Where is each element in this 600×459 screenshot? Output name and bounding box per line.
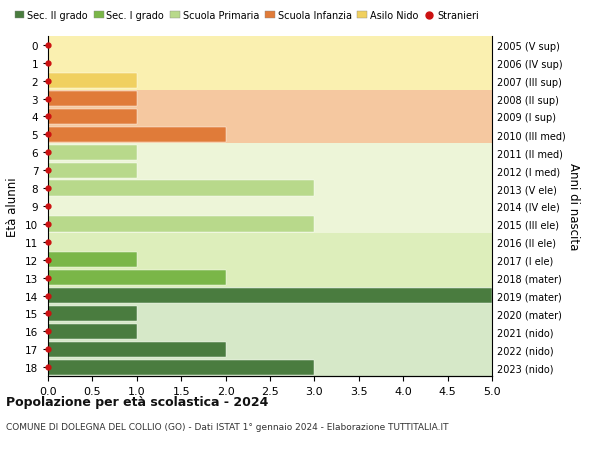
Bar [48,92,137,107]
Bar [48,341,492,358]
Bar [48,288,492,303]
Bar [48,108,492,126]
Legend: Sec. II grado, Sec. I grado, Scuola Primaria, Scuola Infanzia, Asilo Nido, Stran: Sec. II grado, Sec. I grado, Scuola Prim… [11,7,482,25]
Text: COMUNE DI DOLEGNA DEL COLLIO (GO) - Dati ISTAT 1° gennaio 2024 - Elaborazione TU: COMUNE DI DOLEGNA DEL COLLIO (GO) - Dati… [6,422,449,431]
Bar [48,251,492,269]
Bar [48,73,492,90]
Bar [48,198,492,215]
Bar [48,181,314,196]
Y-axis label: Anni di nascita: Anni di nascita [566,163,580,250]
Bar [48,252,137,268]
Bar [48,306,137,321]
Bar [48,342,226,357]
Bar [48,305,492,323]
Bar [48,55,492,73]
Bar [48,90,492,108]
Bar [48,110,137,125]
Bar [48,270,226,285]
Bar [48,126,492,144]
Bar [48,287,492,305]
Bar [48,180,492,198]
Bar [48,74,137,89]
Bar [48,144,492,162]
Bar [48,269,492,287]
Bar [48,37,492,55]
Bar [48,163,137,179]
Bar [48,217,314,232]
Bar [48,360,314,375]
Text: Popolazione per età scolastica - 2024: Popolazione per età scolastica - 2024 [6,395,268,408]
Bar [48,323,492,341]
Bar [48,146,137,161]
Bar [48,324,137,339]
Bar [48,162,492,180]
Y-axis label: Età alunni: Età alunni [7,177,19,236]
Bar [48,233,492,251]
Bar [48,128,226,143]
Bar [48,215,492,233]
Bar [48,358,492,376]
